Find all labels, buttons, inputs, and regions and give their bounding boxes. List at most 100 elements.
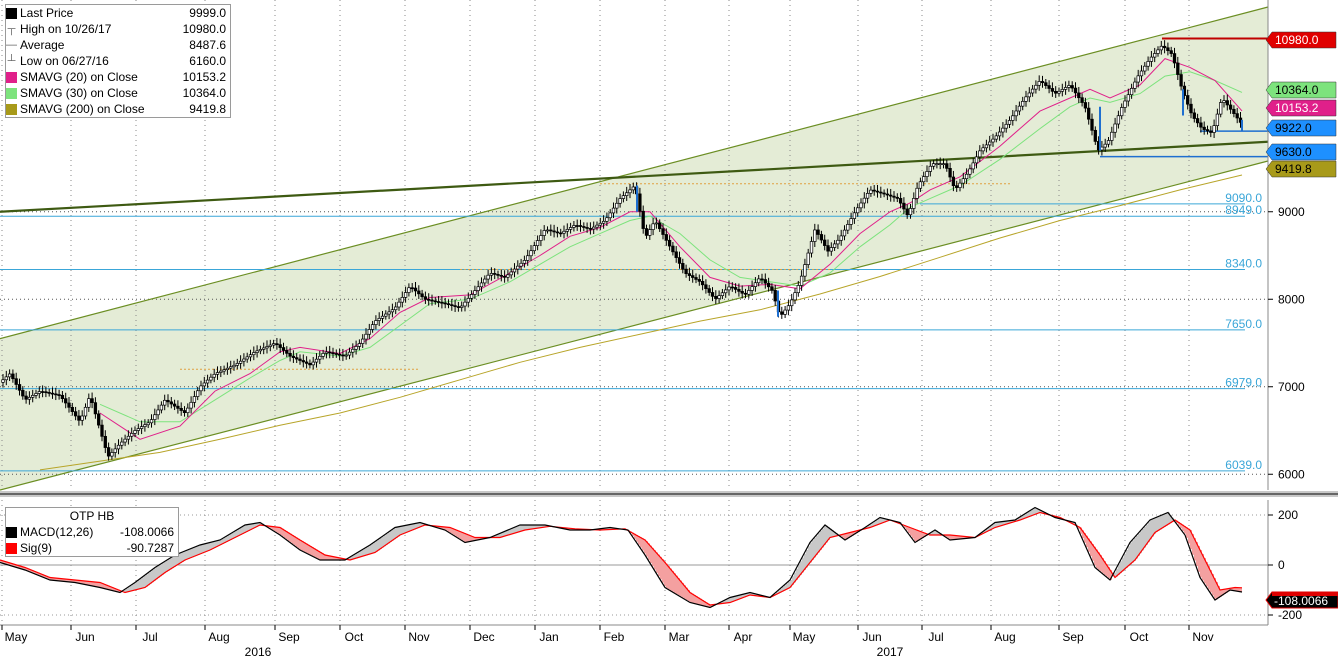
macd-hist-fill bbox=[850, 532, 852, 537]
candle-body bbox=[628, 189, 632, 194]
candle-body bbox=[440, 301, 444, 304]
macd-hist-fill bbox=[170, 558, 172, 570]
trendline bbox=[0, 140, 1269, 213]
macd-hist-fill bbox=[404, 525, 406, 534]
candle-body bbox=[139, 426, 144, 429]
macd-hist-fill bbox=[408, 524, 410, 532]
candle-body bbox=[354, 346, 358, 350]
macd-hist-fill bbox=[602, 528, 604, 530]
macd-hist-fill bbox=[1162, 515, 1164, 529]
macd-hist-fill bbox=[112, 587, 114, 591]
macd-hist-fill bbox=[134, 583, 136, 591]
macd-hist-fill bbox=[710, 605, 712, 608]
macd-hist-fill bbox=[1080, 527, 1082, 534]
value-tag-label: 9922.0 bbox=[1275, 121, 1312, 135]
macd-hist-fill bbox=[4, 561, 6, 564]
macd-hist-fill bbox=[102, 583, 104, 588]
candle-body bbox=[27, 396, 32, 400]
macd-hist-fill bbox=[130, 585, 132, 592]
candle-body bbox=[176, 405, 180, 409]
macd-hist-fill bbox=[924, 532, 926, 537]
candle-body bbox=[143, 424, 147, 428]
macd-hist-fill bbox=[24, 567, 26, 570]
candle-body bbox=[1050, 88, 1055, 92]
candle-body bbox=[219, 370, 223, 373]
candle-body bbox=[278, 344, 282, 348]
macd-hist-fill bbox=[44, 575, 46, 578]
candle-body bbox=[479, 282, 484, 288]
candle-body bbox=[324, 351, 329, 354]
candle-body bbox=[1021, 101, 1025, 107]
lower-tick-label: 0 bbox=[1278, 558, 1285, 572]
candle-body bbox=[862, 197, 866, 204]
fib-level-label: 6039.0 bbox=[1225, 458, 1262, 472]
macd-hist-fill bbox=[526, 525, 528, 530]
macd-hist-fill bbox=[180, 553, 182, 564]
candle-body bbox=[1232, 108, 1236, 114]
candle-body bbox=[40, 391, 45, 393]
candle-body bbox=[1133, 81, 1137, 89]
candle-body bbox=[974, 156, 979, 164]
x-tick-label: Feb bbox=[604, 630, 625, 644]
macd-hist-fill bbox=[662, 559, 664, 583]
macd-hist-fill bbox=[1092, 544, 1094, 561]
candle-body bbox=[1037, 81, 1041, 86]
macd-hist-fill bbox=[748, 593, 750, 596]
macd-hist-fill bbox=[58, 578, 60, 581]
macd-hist-fill bbox=[42, 574, 44, 577]
macd-hist-fill bbox=[634, 533, 636, 539]
macd-hist-fill bbox=[1230, 588, 1232, 590]
macd-hist-fill bbox=[1240, 587, 1242, 592]
candle-body bbox=[394, 306, 398, 311]
magenta-square-icon bbox=[6, 71, 17, 83]
macd-hist-fill bbox=[1140, 531, 1142, 554]
candle-body bbox=[397, 301, 401, 308]
macd-hist-fill bbox=[302, 541, 304, 551]
macd-hist-fill bbox=[1020, 516, 1022, 520]
candle-body bbox=[687, 273, 692, 276]
macd-hist-fill bbox=[376, 540, 378, 552]
x-tick-label: Jan bbox=[539, 630, 558, 644]
candle-body bbox=[829, 247, 833, 252]
candle-body bbox=[295, 357, 299, 360]
macd-hist-fill bbox=[962, 536, 964, 539]
candle-body bbox=[826, 245, 830, 252]
candle-body bbox=[1225, 100, 1229, 106]
macd-hist-fill bbox=[216, 541, 218, 547]
macd-hist-fill bbox=[1000, 521, 1002, 526]
candle-body bbox=[189, 401, 193, 409]
macd-hist-fill bbox=[812, 540, 814, 560]
macd-hist-fill bbox=[946, 535, 948, 538]
legend-item: SMAVG (30) on Close 10364.0 bbox=[6, 85, 230, 101]
macd-hist-fill bbox=[226, 536, 228, 542]
macd-hist-fill bbox=[274, 526, 276, 532]
candle-body bbox=[545, 229, 550, 232]
candle-body bbox=[717, 295, 721, 299]
candle-body bbox=[31, 395, 35, 398]
candle-body bbox=[780, 311, 784, 315]
macd-hist-fill bbox=[444, 526, 446, 530]
candle-body bbox=[1067, 85, 1071, 88]
channel-upper-line bbox=[0, 6, 1269, 340]
candle-body bbox=[499, 274, 503, 277]
candle-body bbox=[374, 320, 378, 325]
legend-item: — Average 8487.6 bbox=[6, 37, 230, 53]
candle-body bbox=[1116, 115, 1121, 125]
macd-hist-fill bbox=[694, 595, 696, 604]
macd-hist-fill bbox=[1236, 587, 1238, 591]
candle-body bbox=[400, 297, 404, 303]
macd-hist-fill bbox=[314, 548, 316, 557]
x-tick-label: Mar bbox=[669, 630, 690, 644]
macd-hist-fill bbox=[10, 563, 12, 566]
macd-hist-fill bbox=[230, 534, 232, 540]
upper-tick-label: 7000 bbox=[1278, 380, 1305, 394]
macd-hist-fill bbox=[966, 536, 968, 539]
candle-body bbox=[291, 355, 296, 358]
macd-hist-fill bbox=[96, 582, 98, 587]
macd-hist-fill bbox=[750, 592, 752, 595]
macd-hist-fill bbox=[790, 580, 792, 588]
macd-hist-fill bbox=[200, 545, 202, 554]
candle-body bbox=[611, 207, 616, 214]
macd-hist-fill bbox=[640, 537, 642, 548]
candle-body bbox=[519, 262, 523, 267]
